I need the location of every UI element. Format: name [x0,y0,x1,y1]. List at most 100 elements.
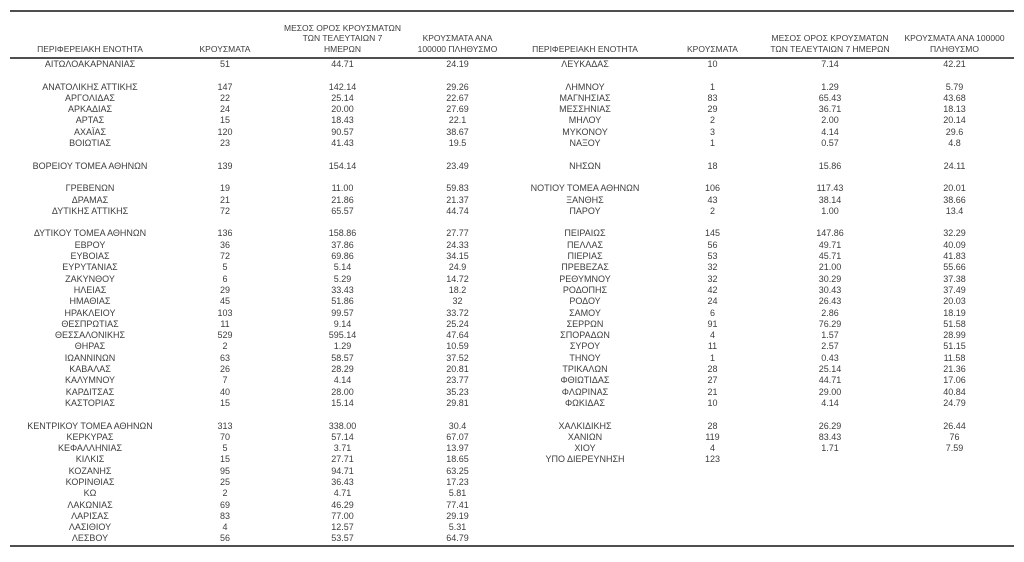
per100k-cell: 38.66 [943,194,966,205]
cases-cell: 2 [709,115,715,126]
avg7-cell: 1.29 [821,81,839,92]
table-row: ΚΑΣΤΟΡΙΑΣ 15 15.14 29.81 ΦΩΚΙΔΑΣ 10 4.14 24.79 [10,398,1014,409]
region-cell: ΡΕΘΥΜΝΟΥ [559,273,611,284]
avg7-cell: 77.00 [331,510,354,521]
region-cell: ΘΕΣΠΡΩΤΙΑΣ [61,318,119,329]
per100k-cell [895,217,1014,228]
cases-cell: 32 [707,262,718,273]
avg7-cell: 1.00 [821,205,839,216]
cases-cell: 83 [707,92,718,103]
cases-cell: 4 [709,330,715,341]
cases-cell: 2 [222,341,228,352]
avg7-cell: 4.14 [333,375,352,386]
cases-cell: 25 [219,476,230,487]
cases-cell [660,533,765,545]
table-row: ΒΟΡΕΙΟΥ ΤΟΜΕΑ ΑΘΗΝΩΝ 139 154.14 23.49 ΝΗΣΩΝ 1… [10,161,1014,172]
region-cell: ΙΩΑΝΝΙΝΩΝ [64,352,116,363]
cases-cell: 19 [219,183,230,194]
avg7-cell [765,217,895,228]
region-cell: ΦΩΚΙΔΑΣ [565,397,605,408]
avg7-cell: 9.14 [333,318,352,329]
avg7-cell [765,454,895,465]
cases-table-body: ΑΙΤΩΛΟΑΚΑΡΝΑΝΙΑΣ 51 44.71 24.19 ΛΕΥΚΑΔΑΣ 10 7.… [10,58,1014,546]
avg7-cell: 69.86 [331,251,354,262]
table-row: ΔΡΑΜΑΣ 21 21.86 21.37 ΞΑΝΘΗΣ 43 38.14 38.66 [10,195,1014,206]
per100k-cell [895,70,1014,81]
avg7-cell [765,488,895,499]
table-spacer-row [10,172,1014,183]
region-cell: ΧΑΛΚΙΔΙΚΗΣ [558,420,612,431]
header-region-right: ΠΕΡΙΦΕΡΕΙΑΚΗ ΕΝΟΤΗΤΑ [510,11,660,59]
avg7-cell: 26.43 [818,296,842,307]
avg7-cell: 25.14 [331,92,354,103]
cases-cell: 313 [217,420,233,431]
per100k-cell: 13.97 [446,443,469,454]
cases-cell: 72 [219,251,230,262]
per100k-cell: 4.8 [948,138,961,149]
cases-cell: 1 [709,138,715,149]
region-cell: ΚΑΒΑΛΑΣ [69,364,111,375]
region-cell [510,172,660,183]
cases-cell: 5 [222,262,228,273]
avg7-cell: 1.71 [821,443,839,454]
avg7-cell: 27.71 [331,454,354,465]
avg7-cell: 57.14 [331,431,354,442]
region-cell [510,500,660,511]
cases-cell: 24 [219,104,230,115]
avg7-cell: 28.00 [331,386,354,397]
cases-cell: 11 [707,341,718,352]
cases-cell [660,488,765,499]
table-row: ΑΧΑΪΑΣ 120 90.57 38.67 ΜΥΚΟΝΟΥ 3 4.14 29.6 [10,127,1014,138]
region-cell: ΗΡΑΚΛΕΙΟΥ [64,307,116,318]
cases-cell: 11 [220,318,230,329]
cases-cell: 529 [217,330,233,341]
per100k-cell [895,511,1014,522]
region-cell: ΞΑΝΘΗΣ [566,194,604,205]
region-cell: ΛΗΜΝΟΥ [565,81,605,92]
per100k-cell: 19.5 [448,138,467,149]
region-cell: ΣΥΡΟΥ [569,341,601,352]
avg7-cell: 94.71 [331,465,354,476]
table-row: ΑΡΤΑΣ 15 18.43 22.1 ΜΗΛΟΥ 2 2.00 20.14 [10,115,1014,126]
cases-cell: 53 [707,251,718,262]
avg7-cell: 2.86 [821,307,839,318]
table-row: ΒΟΙΩΤΙΑΣ 23 41.43 19.5 ΝΑΞΟΥ 1 0.57 4.8 [10,138,1014,149]
table-row: ΖΑΚΥΝΘΟΥ 6 5.29 14.72 ΡΕΘΥΜΝΟΥ 32 30.29 37.38 [10,274,1014,285]
cases-cell [660,149,765,160]
per100k-cell: 17.06 [943,375,966,386]
per100k-cell: 21.37 [446,194,469,205]
region-cell: ΠΕΛΛΑΣ [566,239,604,250]
region-cell [510,533,660,545]
cases-cell: 56 [219,533,230,544]
region-cell: ΦΛΩΡΙΝΑΣ [561,386,609,397]
region-cell: ΚΟΡΙΝΘΙΑΣ [65,476,115,487]
region-cell: ΠΡΕΒΕΖΑΣ [561,262,609,273]
cases-cell: 69 [219,499,230,510]
table-row: ΚΑΛΥΜΝΟΥ 7 4.14 23.77 ΦΘΙΩΤΙΔΑΣ 27 44.71 17.06 [10,375,1014,386]
region-cell [510,511,660,522]
per100k-cell: 13.4 [945,205,964,216]
avg7-cell: 1.57 [821,330,839,341]
cases-cell: 120 [217,126,233,137]
header-avg7-left: ΜΕΣΟΣ ΟΡΟΣ ΚΡΟΥΣΜΑΤΩΝ ΤΩΝ ΤΕΛΕΥΤΑΙΩΝ 7 Η… [280,11,405,59]
avg7-cell: 33.43 [331,284,354,295]
region-cell: ΔΥΤΙΚΗΣ ΑΤΤΙΚΗΣ [51,205,129,216]
avg7-cell: 65.43 [818,92,842,103]
per100k-cell: 29.26 [446,81,469,92]
avg7-cell: 15.14 [331,397,354,408]
per100k-cell: 40.09 [943,239,966,250]
avg7-cell [765,70,895,81]
avg7-cell: 21.00 [818,262,842,273]
per100k-cell: 20.81 [446,364,469,375]
region-cell: ΖΑΚΥΝΘΟΥ [65,273,115,284]
region-cell: ΑΡΚΑΔΙΑΣ [67,104,113,115]
per100k-cell: 27.69 [446,104,469,115]
per100k-cell: 22.67 [446,92,469,103]
table-spacer-row [10,217,1014,228]
region-cell: ΑΡΓΟΛΙΔΑΣ [65,92,115,103]
region-cell: ΕΥΒΟΙΑΣ [70,251,110,262]
region-cell: ΤΡΙΚΑΛΩΝ [562,364,608,375]
per100k-cell: 20.01 [943,183,966,194]
avg7-cell: 36.71 [818,104,842,115]
region-cell: ΣΑΜΟΥ [569,307,601,318]
